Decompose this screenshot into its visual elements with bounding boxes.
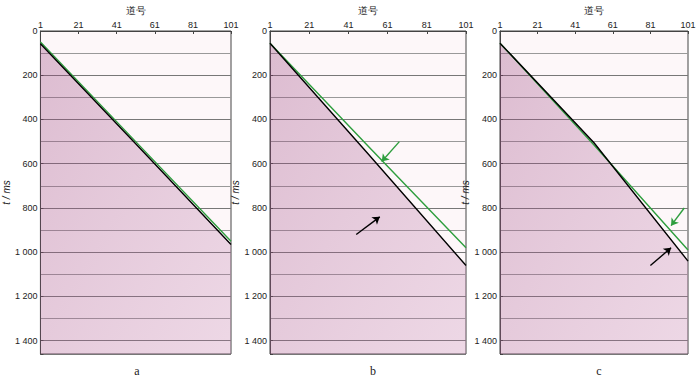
svg-text:0: 0 xyxy=(492,26,497,36)
svg-text:1 000: 1 000 xyxy=(15,247,38,257)
svg-text:101: 101 xyxy=(458,20,473,30)
svg-text:21: 21 xyxy=(533,20,543,30)
svg-text:1: 1 xyxy=(38,20,43,30)
svg-text:400: 400 xyxy=(482,114,497,124)
svg-text:1 200: 1 200 xyxy=(15,291,38,301)
svg-text:1: 1 xyxy=(267,20,272,30)
svg-text:61: 61 xyxy=(150,20,160,30)
svg-text:101: 101 xyxy=(680,20,695,30)
svg-text:81: 81 xyxy=(188,20,198,30)
svg-text:道号: 道号 xyxy=(358,5,378,16)
svg-text:81: 81 xyxy=(645,20,655,30)
svg-text:800: 800 xyxy=(22,203,37,213)
svg-text:61: 61 xyxy=(383,20,393,30)
svg-text:41: 41 xyxy=(570,20,580,30)
svg-text:1 200: 1 200 xyxy=(244,291,267,301)
svg-text:81: 81 xyxy=(422,20,432,30)
svg-text:1 000: 1 000 xyxy=(474,247,497,257)
svg-text:1 400: 1 400 xyxy=(244,336,267,346)
svg-text:400: 400 xyxy=(22,114,37,124)
svg-text:41: 41 xyxy=(343,20,353,30)
svg-text:a: a xyxy=(134,364,140,378)
svg-text:61: 61 xyxy=(608,20,618,30)
svg-text:1 400: 1 400 xyxy=(15,336,38,346)
svg-text:200: 200 xyxy=(482,70,497,80)
svg-text:道号: 道号 xyxy=(584,5,604,16)
svg-text:600: 600 xyxy=(252,159,267,169)
svg-text:0: 0 xyxy=(262,26,267,36)
svg-text:400: 400 xyxy=(252,114,267,124)
svg-text:200: 200 xyxy=(252,70,267,80)
svg-text:600: 600 xyxy=(482,159,497,169)
svg-text:1 400: 1 400 xyxy=(474,336,497,346)
svg-text:b: b xyxy=(370,364,376,378)
svg-text:0: 0 xyxy=(32,26,37,36)
svg-text:1 000: 1 000 xyxy=(244,247,267,257)
svg-text:101: 101 xyxy=(223,20,238,30)
svg-text:1: 1 xyxy=(497,20,502,30)
svg-text:21: 21 xyxy=(74,20,84,30)
svg-text:t / ms: t / ms xyxy=(1,180,12,204)
svg-text:道号: 道号 xyxy=(126,5,146,16)
svg-text:t / ms: t / ms xyxy=(230,180,241,204)
svg-text:21: 21 xyxy=(304,20,314,30)
svg-text:t / ms: t / ms xyxy=(460,180,471,204)
svg-text:800: 800 xyxy=(482,203,497,213)
svg-text:600: 600 xyxy=(22,159,37,169)
svg-text:200: 200 xyxy=(22,70,37,80)
svg-text:800: 800 xyxy=(252,203,267,213)
svg-text:c: c xyxy=(596,364,601,378)
svg-text:41: 41 xyxy=(112,20,122,30)
svg-text:1 200: 1 200 xyxy=(474,291,497,301)
